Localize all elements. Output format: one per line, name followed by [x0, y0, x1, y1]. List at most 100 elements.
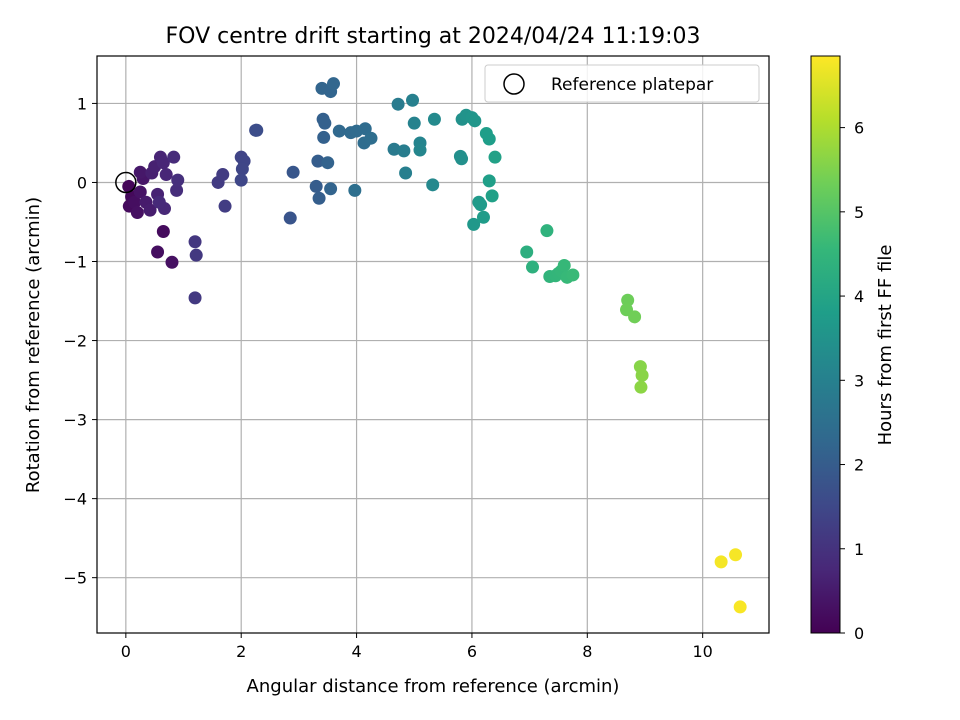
data-point: [326, 77, 340, 91]
data-point: [474, 198, 488, 212]
y-axis-ticks: 1 0 −1 −2 −3 −4 −5: [63, 94, 97, 588]
data-point: [488, 150, 502, 164]
data-point: [427, 112, 441, 126]
data-point: [520, 245, 534, 259]
y-axis-label: Rotation from reference (arcmin): [23, 197, 44, 493]
data-point: [234, 173, 248, 187]
data-point: [283, 211, 297, 225]
data-point: [167, 150, 181, 164]
data-point: [485, 189, 499, 203]
y-tick-label: −2: [63, 332, 87, 351]
data-point: [250, 123, 264, 137]
legend-entry-reference-platepar: Reference platepar: [551, 75, 713, 95]
colorbar-tick-label: 1: [854, 540, 864, 559]
data-point: [714, 555, 728, 569]
data-point: [318, 116, 332, 130]
colorbar-tick-label: 3: [854, 371, 864, 390]
data-point: [566, 268, 580, 282]
plot-frame: [96, 55, 770, 634]
data-point: [468, 114, 482, 128]
y-tick-label: −3: [63, 411, 87, 430]
data-point: [312, 191, 326, 205]
x-tick-label: 4: [351, 642, 361, 661]
data-point: [235, 162, 249, 176]
colorbar-gradient: [810, 55, 841, 634]
data-point: [635, 368, 649, 382]
reference-marker: [115, 171, 137, 194]
reference-platepar-marker: [115, 171, 137, 194]
y-tick-label: −1: [63, 253, 87, 272]
data-point: [321, 156, 335, 170]
x-tick-label: 6: [467, 642, 477, 661]
x-axis-ticks: 0 2 4 6 8 10: [121, 633, 713, 661]
colorbar: 0 1 2 3 4 5 6 Hours from first FF file: [810, 55, 896, 643]
colorbar-tick-label: 0: [854, 624, 864, 643]
data-point: [324, 182, 338, 196]
x-tick-label: 10: [692, 642, 712, 661]
data-point: [540, 224, 554, 238]
data-point: [733, 600, 747, 614]
colorbar-ticks: 0 1 2 3 4 5 6: [840, 119, 864, 643]
data-point: [171, 173, 185, 187]
data-point: [170, 183, 184, 197]
data-point: [364, 131, 378, 145]
data-point: [482, 174, 496, 188]
y-tick-label: −4: [63, 490, 87, 509]
y-tick-label: −5: [63, 569, 87, 588]
data-point: [476, 210, 490, 224]
data-point: [159, 168, 173, 182]
data-point: [455, 152, 469, 166]
legend-marker: [503, 73, 525, 95]
data-point: [188, 291, 202, 305]
data-point: [729, 548, 743, 562]
x-tick-label: 8: [582, 642, 592, 661]
x-tick-label: 0: [121, 642, 131, 661]
data-point: [426, 178, 440, 192]
data-point: [413, 143, 427, 157]
scatter-points: [122, 77, 747, 614]
data-point: [399, 166, 413, 180]
data-point: [317, 130, 331, 144]
data-point: [526, 260, 540, 274]
data-point: [156, 156, 170, 170]
data-point: [133, 185, 147, 199]
data-point: [348, 183, 362, 197]
colorbar-tick-label: 4: [854, 287, 864, 306]
data-point: [130, 206, 144, 220]
data-point: [406, 93, 420, 107]
y-tick-label: 0: [77, 173, 87, 192]
colorbar-tick-label: 2: [854, 456, 864, 475]
x-tick-label: 2: [236, 642, 246, 661]
data-point: [143, 203, 157, 217]
data-point: [188, 235, 202, 249]
data-point: [151, 245, 165, 259]
y-tick-label: 1: [77, 94, 87, 113]
data-point: [311, 154, 325, 168]
data-point: [216, 168, 230, 182]
data-point: [165, 255, 179, 269]
data-point: [358, 122, 372, 136]
data-point: [557, 258, 571, 272]
data-point: [156, 224, 170, 238]
legend: Reference platepar: [484, 64, 760, 103]
data-point: [127, 195, 141, 209]
data-point: [286, 165, 300, 179]
colorbar-label: Hours from first FF file: [875, 245, 896, 446]
chart-title: FOV centre drift starting at 2024/04/24 …: [166, 24, 701, 49]
data-point: [133, 165, 147, 179]
data-point: [218, 199, 232, 213]
data-point: [391, 97, 405, 111]
data-point: [628, 310, 642, 324]
colorbar-tick-label: 5: [854, 203, 864, 222]
data-point: [387, 142, 401, 156]
data-point: [621, 293, 635, 307]
data-point: [397, 144, 411, 158]
data-point: [332, 124, 346, 138]
data-point: [152, 195, 166, 209]
data-point: [467, 217, 481, 231]
data-point: [482, 132, 496, 146]
colorbar-tick-label: 6: [854, 119, 864, 138]
data-point: [189, 248, 203, 262]
data-point: [309, 179, 323, 193]
